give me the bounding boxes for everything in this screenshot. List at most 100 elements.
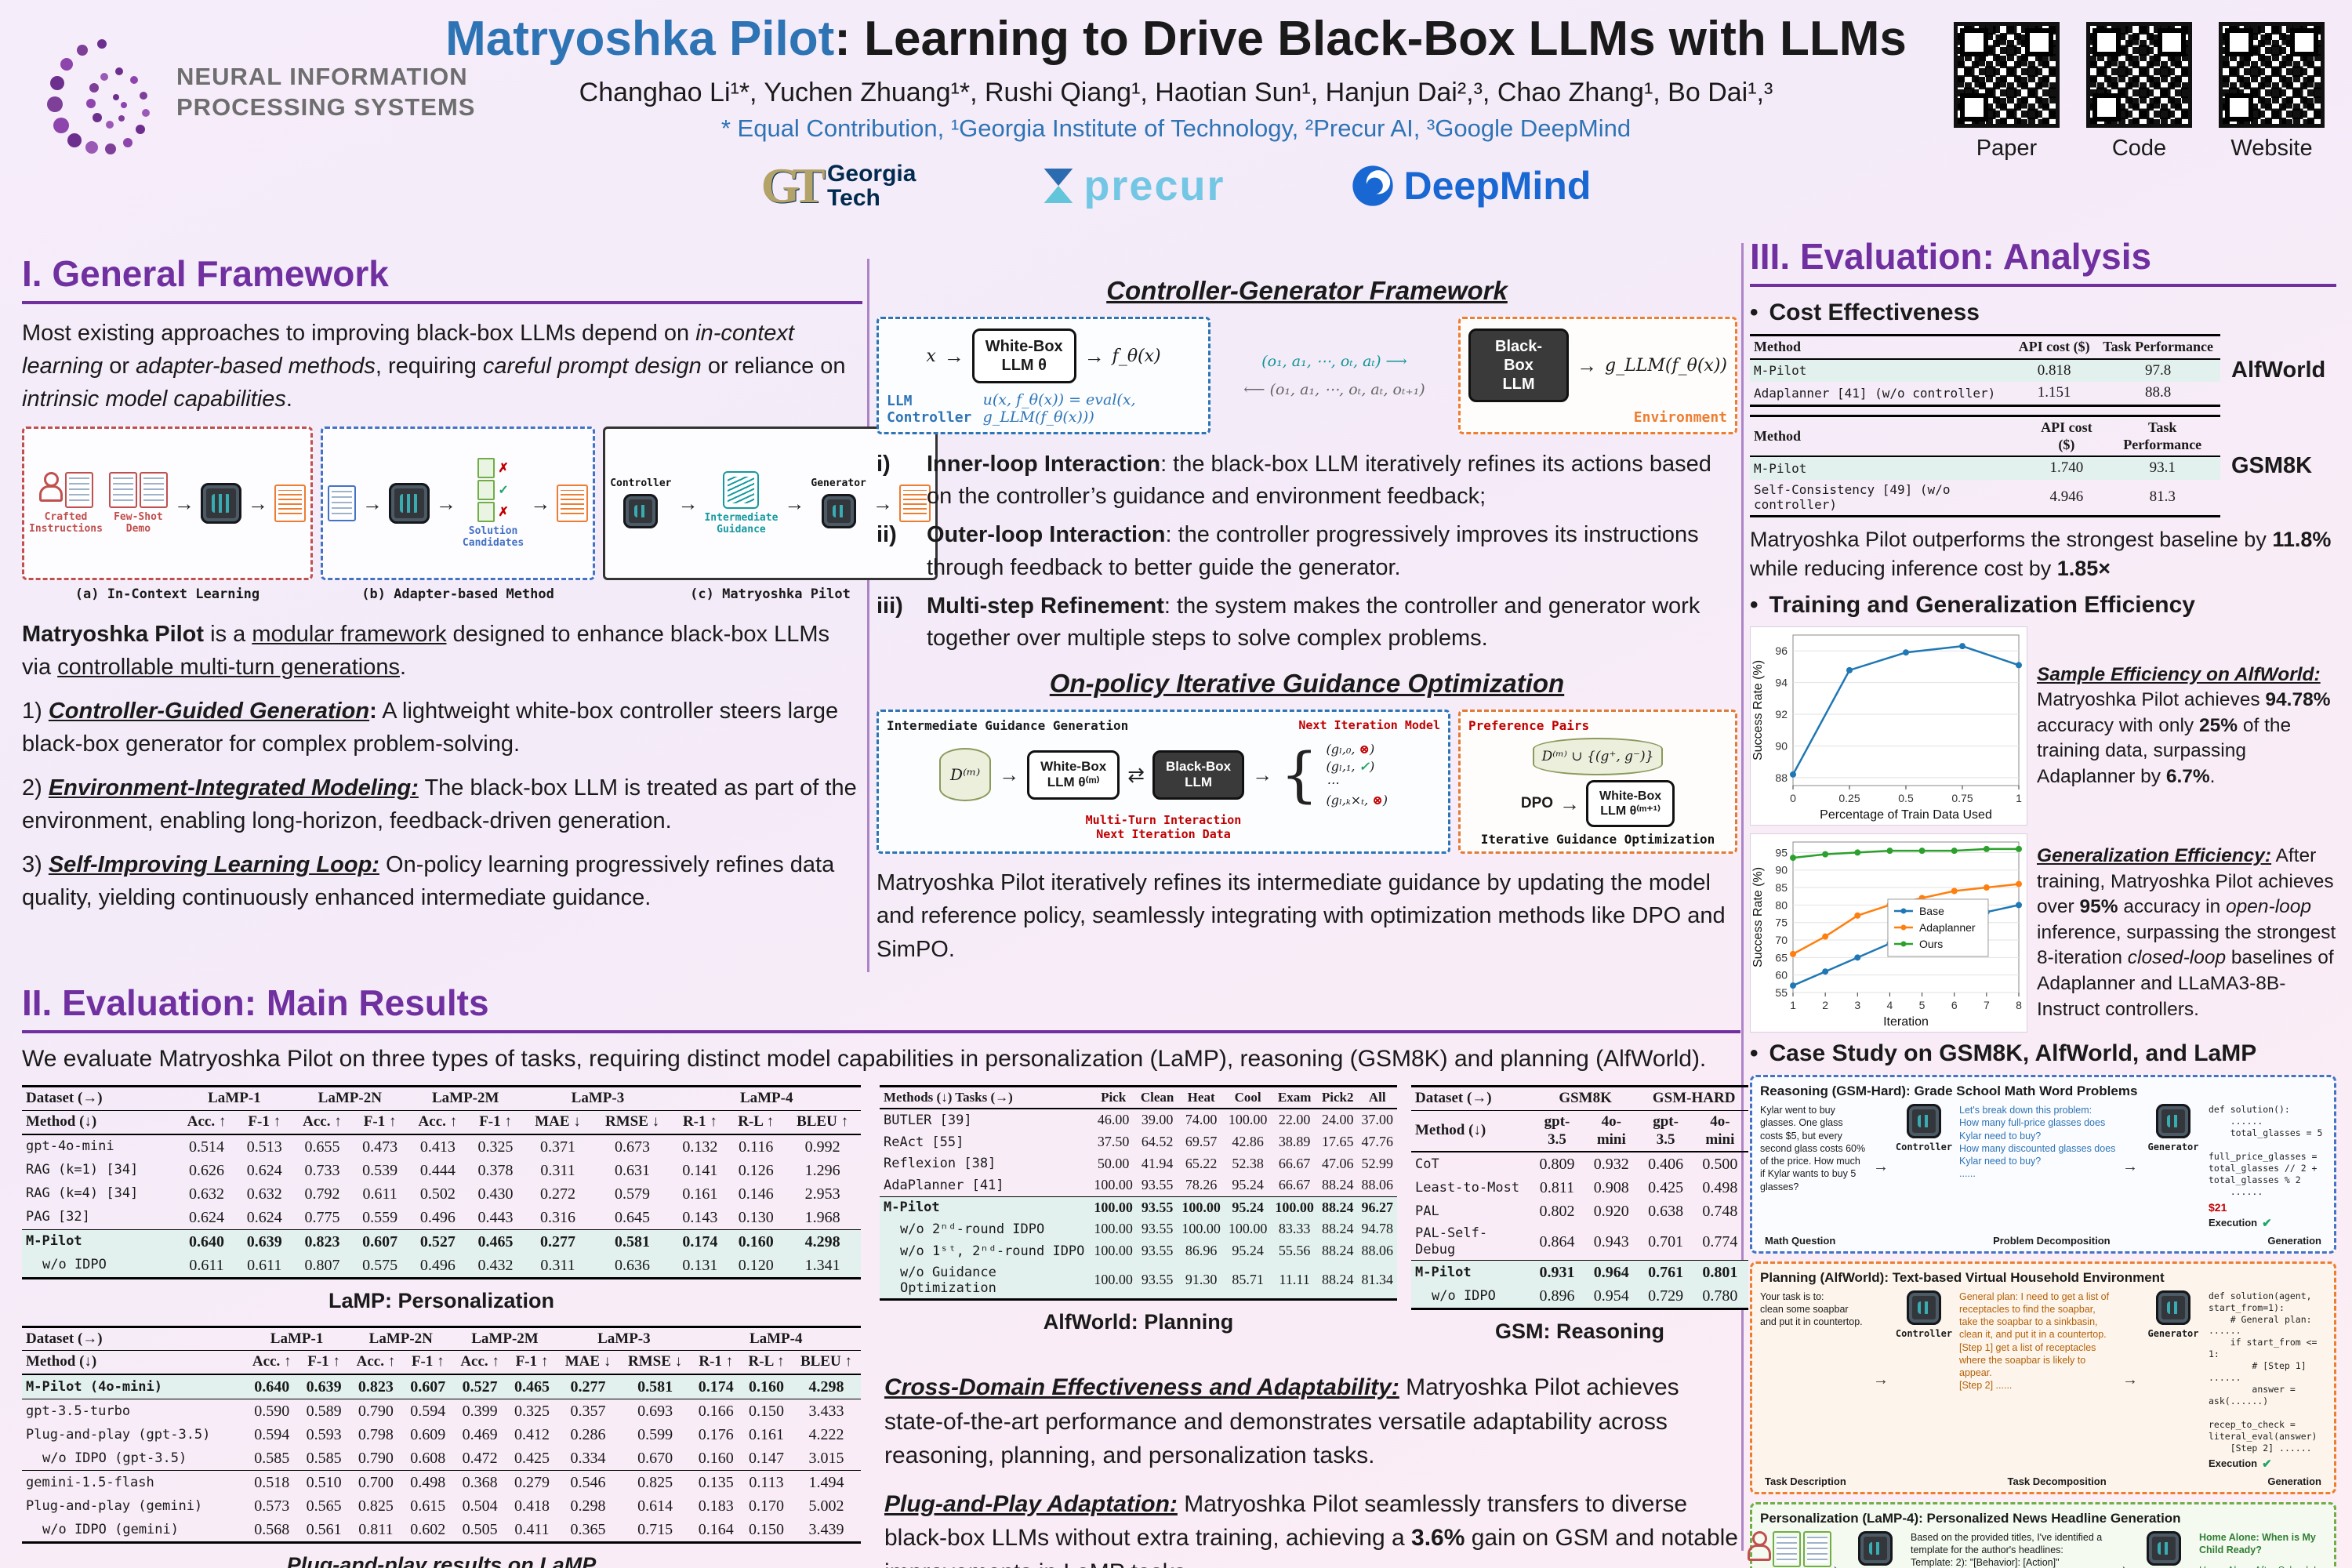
- iterative-guidance-optimization-label: Iterative Guidance Optimization: [1480, 832, 1715, 848]
- mpilot-caption: (c) Matryoshka Pilot: [690, 586, 851, 603]
- case-study-bullet: • Case Study on GSM8K, AlfWorld, and LaMP: [1750, 1040, 2257, 1067]
- bidirectional-arrow-icon: ⇄: [1127, 762, 1145, 786]
- arrow-icon: →: [999, 762, 1020, 786]
- qr-code-code-icon: [2086, 22, 2192, 128]
- case1-result: $21: [2209, 1200, 2227, 1214]
- environment-label: Environment: [1633, 409, 1727, 426]
- controller-generator-diagram: x → White-Box LLM θ → f_θ(x) LLM Control…: [877, 317, 1737, 434]
- generator-llm-icon: [2156, 1290, 2190, 1325]
- georgia-tech-text: Georgia Tech: [827, 160, 916, 211]
- svg-text:90: 90: [1775, 740, 1788, 753]
- case-study-gsm: Reasoning (GSM-Hard): Grade School Math …: [1750, 1075, 2336, 1254]
- controller-generator-framework-title: Controller-Generator Framework: [1106, 276, 1508, 305]
- table-row: w/o IDPO (gemini) 0.568 0.561 0.811 0.602 0.5…: [42, 1521, 844, 1539]
- observation-action-sequence: (o₁, a₁, ⋯, oₜ, aₜ) ⟶: [1261, 353, 1407, 370]
- controller-label: Controller: [610, 477, 672, 490]
- gsm-caption: GSM: Reasoning: [1494, 1319, 1664, 1344]
- case2-task-decomposition: General plan: I need to get a list of re…: [1959, 1290, 2110, 1392]
- arrow-icon: →: [361, 491, 383, 515]
- generalization-efficiency-text: Generalization Efficiency: After trainin…: [2037, 845, 2336, 1020]
- dpo-label: DPO: [1520, 795, 1554, 812]
- solution-candidates-label: Solution Candidates: [462, 524, 524, 549]
- table-header: Method (↓) Acc. ↑ F-1 ↑ Acc. ↑ F-1 ↑ Acc. ↑ F-…: [22, 1110, 861, 1135]
- onpolicy-closing-text: Matryoshka Pilot iteratively refines its…: [877, 870, 1726, 962]
- case2-controller: Controller: [1895, 1290, 1953, 1339]
- arrow-icon: →: [677, 491, 699, 515]
- table-row: RAG (k=4) [34] 0.632 0.632 0.792 0.611 0.502 0…: [26, 1185, 840, 1203]
- guidance-pair: ⋯: [1326, 775, 1339, 791]
- svg-text:1: 1: [1790, 999, 1796, 1011]
- svg-text:0.25: 0.25: [1838, 792, 1860, 804]
- qr-paper: Paper: [1954, 22, 2060, 162]
- onpolicy-optimization-diagram: Intermediate Guidance Generation Next It…: [877, 710, 1737, 855]
- icl-caption: (a) In-Context Learning: [74, 586, 260, 603]
- neurips-logo: NEURAL INFORMATION PROCESSING SYSTEMS: [35, 30, 475, 155]
- check-icon: ✔: [2262, 1457, 2272, 1471]
- table-row: M-Pilot 0.640 0.639 0.823 0.607 0.527 0.465 0.2…: [22, 1229, 861, 1254]
- generalization-efficiency-chart: 55 60 65 70 75 80 85 90 95 1 2 3 4 5 6 7 8 Iteration Succe…: [1750, 833, 2027, 1033]
- llm-icon: [388, 483, 430, 524]
- svg-text:8: 8: [2016, 999, 2022, 1011]
- crafted-instructions-label: Crafted Instructions: [29, 510, 103, 535]
- table-row: Least-to-Most 0.811 0.908 0.425 0.498: [1415, 1179, 1738, 1197]
- svg-text:88: 88: [1775, 771, 1788, 784]
- section1-point-3: 3) Self-Improving Learning Loop: On-poli…: [22, 852, 835, 911]
- table-row: PAL-Self-Debug 0.864 0.943 0.701 0.774: [1415, 1225, 1738, 1258]
- table-row: Plug-and-play (gpt-3.5) 0.594 0.593 0.798 0.…: [26, 1426, 844, 1444]
- case1-generator: Generator: [2144, 1104, 2202, 1152]
- arrow-icon: →: [2113, 1558, 2129, 1568]
- fewshot-demo-label: Few-Shot Demo: [114, 510, 163, 535]
- arrow-icon: →: [784, 491, 805, 515]
- section2-heading: II. Evaluation: Main Results: [22, 982, 1740, 1033]
- next-iteration-model-label: Next Iteration Model: [1298, 718, 1440, 733]
- case2-generation: def solution(agent, start_from=1): # Gen…: [2209, 1290, 2326, 1471]
- svg-text:1: 1: [2016, 792, 2022, 804]
- title-highlight: Matryoshka Pilot: [445, 12, 835, 66]
- case1-mid-label: Problem Decomposition: [1993, 1234, 2111, 1247]
- preference-pairs-box: Preference Pairs D⁽ᵐ⁾ ∪ {(g⁺, g⁻)} DPO →…: [1458, 710, 1737, 855]
- efficiency-bullet: • Training and Generalization Efficiency: [1750, 592, 2195, 619]
- table-row: w/o IDPO 0.611 0.611 0.807 0.575 0.496 0.432 0.…: [22, 1253, 861, 1279]
- controller-llm-icon: [1858, 1530, 1893, 1566]
- cost-tag-alfworld: AlfWorld: [2231, 358, 2326, 383]
- arrow-icon: →: [1873, 1157, 1889, 1175]
- arrow-icon: →: [1577, 353, 1598, 377]
- table-row: ReAct [55] 37.50 64.52 69.57 42.86 38.89 17.65…: [884, 1133, 1393, 1150]
- svg-text:Success Rate (%): Success Rate (%): [1751, 867, 1765, 967]
- table-group-header: Dataset (→) LaMP-1 LaMP-2N LaMP-2M LaMP-3 LaM…: [22, 1086, 861, 1111]
- icl-panel-wrap: Crafted Instructions Few-Shot Demo → → (…: [22, 426, 313, 602]
- table-row: Plug-and-play (gemini) 0.573 0.565 0.825 0.6…: [26, 1497, 844, 1515]
- adapter-caption: (b) Adapter-based Method: [361, 586, 554, 603]
- section1-heading: I. General Framework: [22, 252, 862, 304]
- case3-output: Home Alone: When is My Child Ready? Home…: [2199, 1531, 2326, 1568]
- section-framework-details: Controller-Generator Framework x → White…: [877, 276, 1737, 977]
- feedback-sequence: ⟵ (o₁, a₁, ⋯, oₜ, aₜ, oₜ₊₁): [1243, 381, 1425, 398]
- output-list-icon: [274, 485, 306, 523]
- candidate-doc-icon: [477, 501, 495, 522]
- cost-tag-gsm8k: GSM8K: [2231, 452, 2313, 478]
- history-doc-icon: [1803, 1530, 1831, 1567]
- case1-out-label: Generation: [2267, 1234, 2321, 1247]
- svg-text:4: 4: [1887, 999, 1893, 1011]
- georgia-tech-mark-icon: GT: [760, 158, 826, 213]
- table-group-header: Dataset (→) GSM8K GSM-HARD: [1411, 1086, 1748, 1111]
- qr-code-website-icon: [2219, 22, 2325, 128]
- guidance-pair: (gₗ,ₖ×ₜ, ⊗): [1326, 792, 1388, 808]
- arrow-icon: →: [1824, 1558, 1840, 1568]
- svg-text:0.5: 0.5: [1898, 792, 1914, 804]
- case1-code: def solution(): ...... total_glasses = 5…: [2209, 1104, 2323, 1197]
- svg-text:Adaplanner: Adaplanner: [1919, 921, 1976, 934]
- table-row: gemini-1.5-flash 0.518 0.510 0.700 0.498 0.36…: [22, 1470, 861, 1495]
- svg-text:92: 92: [1775, 708, 1788, 720]
- lamp-caption: LaMP: Personalization: [328, 1288, 555, 1312]
- llm-controller-label: LLM Controller: [887, 393, 972, 426]
- cost-table-alfworld: Method API cost ($) Task Performance M-Pilo…: [1750, 334, 2220, 408]
- deepmind-logo: DeepMind: [1351, 163, 1591, 209]
- svg-text:Iteration: Iteration: [1883, 1015, 1929, 1029]
- neurips-wordmark: NEURAL INFORMATION PROCESSING SYSTEMS: [176, 62, 475, 123]
- cost-table-gsm8k: Method API cost ($) Task Performance M-Pilo…: [1750, 415, 2220, 517]
- table-row: RAG (k=1) [34] 0.626 0.624 0.733 0.539 0.444 0…: [26, 1161, 840, 1179]
- intermediate-guidance-label: Intermediate Guidance: [704, 511, 779, 535]
- qr-label-website: Website: [2230, 136, 2313, 161]
- table-row: PAL 0.802 0.920 0.638 0.748: [1415, 1203, 1738, 1221]
